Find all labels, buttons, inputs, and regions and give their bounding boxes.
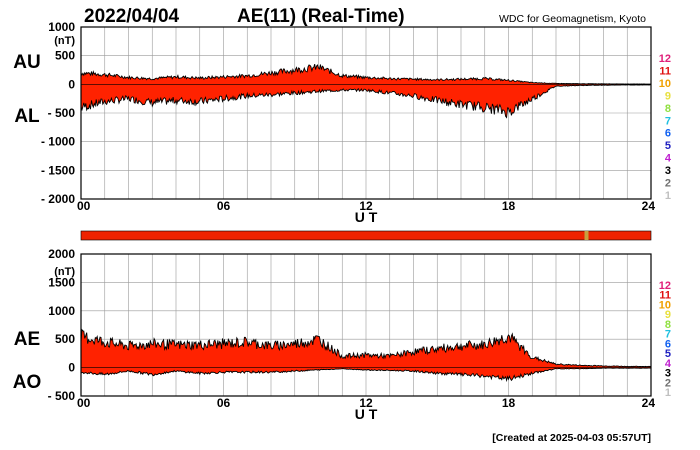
y-tick-label: 0 <box>68 361 75 375</box>
series-label-al: AL <box>14 106 40 127</box>
y-tick-label: 500 <box>55 49 75 63</box>
legend-level-7: 7 <box>665 329 671 341</box>
legend-level-12: 12 <box>659 280 671 292</box>
x-tick-label: 24 <box>642 199 656 213</box>
x-tick-label: 18 <box>502 199 516 213</box>
legend-level-1: 1 <box>665 387 671 399</box>
legend-level-9: 9 <box>665 309 671 321</box>
quality-bar-marker <box>584 231 589 240</box>
legend-level-1: 1 <box>665 190 671 202</box>
legend-level-4: 4 <box>665 153 672 165</box>
quality-bar-fill <box>80 230 652 241</box>
x-tick-label: 12 <box>359 396 373 410</box>
plot-frame <box>80 253 652 397</box>
x-tick-label: 00 <box>77 396 91 410</box>
series-label-ae: AE <box>14 329 40 350</box>
legend-level-6: 6 <box>665 338 671 350</box>
x-tick-label: 18 <box>502 396 516 410</box>
x-tick-label: 06 <box>217 199 231 213</box>
legend-level-2: 2 <box>665 377 671 389</box>
y-tick-label: 1000 <box>48 304 75 318</box>
x-tick-label: 24 <box>642 396 656 410</box>
grid <box>80 26 652 200</box>
series-line-au <box>80 63 652 85</box>
legend-level-3: 3 <box>665 368 671 380</box>
y-tick-label: - 1000 <box>41 135 75 149</box>
legend-level-5: 5 <box>665 348 671 360</box>
y-unit-label: (nT) <box>54 35 75 47</box>
x-axis-label: U T <box>355 209 378 225</box>
legend-level-5: 5 <box>665 140 671 152</box>
legend-level-11: 11 <box>659 65 671 77</box>
x-axis-label: U T <box>355 406 378 422</box>
y-tick-label: 1500 <box>48 275 75 289</box>
legend-level-10: 10 <box>659 299 671 311</box>
series-label-ao: AO <box>13 372 42 393</box>
series-label-au: AU <box>13 52 40 73</box>
legend-level-8: 8 <box>665 319 671 331</box>
legend-level-6: 6 <box>665 128 671 140</box>
created-timestamp: [Created at 2025-04-03 05:57UT] <box>492 432 651 444</box>
series-line-ae <box>80 328 652 368</box>
legend-level-3: 3 <box>665 165 671 177</box>
chart-panel-1: 1000 500 0 - 500 - 1000 - 1500 - 2000 (nT) 00 06 1… <box>13 20 672 225</box>
legend-level-10: 10 <box>659 78 671 90</box>
y-tick-label: 2000 <box>48 247 75 261</box>
legend-level-9: 9 <box>665 90 671 102</box>
plot-frame <box>80 26 652 200</box>
series-line-al <box>80 84 651 119</box>
legend-level-11: 11 <box>659 290 671 302</box>
legend-level-12: 12 <box>659 53 671 65</box>
x-tick-label: 12 <box>359 199 373 213</box>
y-tick-label: - 2000 <box>41 192 75 206</box>
y-tick-label: - 500 <box>48 389 76 403</box>
quality-bar <box>80 230 652 241</box>
legend-level-7: 7 <box>665 115 671 127</box>
legend-level-8: 8 <box>665 103 671 115</box>
y-tick-label: - 1500 <box>41 163 75 177</box>
chart-title: AE(11) (Real-Time) <box>237 6 405 27</box>
y-tick-label: 0 <box>68 77 75 91</box>
grid <box>80 253 652 397</box>
x-tick-label: 06 <box>217 396 231 410</box>
y-unit-label: (nT) <box>54 266 75 278</box>
legend-level-4: 4 <box>665 358 672 370</box>
x-tick-label: 00 <box>77 199 91 213</box>
y-tick-label: - 500 <box>48 106 76 120</box>
y-tick-label: 1000 <box>48 20 75 34</box>
legend-level-2: 2 <box>665 178 671 190</box>
series-line-ao <box>80 367 652 383</box>
y-tick-label: 500 <box>55 332 75 346</box>
source-label: WDC for Geomagnetism, Kyoto <box>499 13 646 25</box>
date-title: 2022/04/04 <box>84 6 180 27</box>
area-fill <box>81 64 651 118</box>
